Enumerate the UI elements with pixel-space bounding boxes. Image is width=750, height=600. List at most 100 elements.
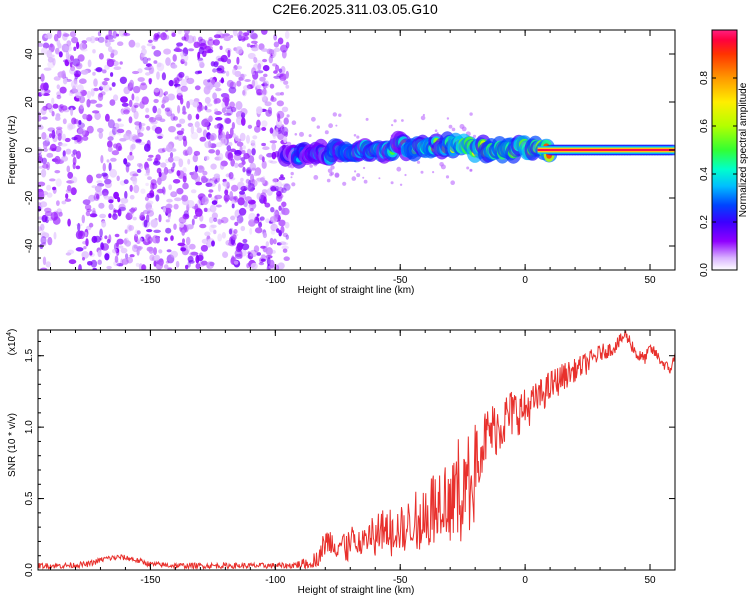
noise-blob bbox=[86, 174, 93, 184]
noise-blob bbox=[128, 225, 135, 231]
noise-blob bbox=[243, 84, 251, 91]
noise-blob bbox=[132, 173, 139, 177]
spectrogram-xlabel: Height of straight line (km) bbox=[298, 285, 415, 296]
noise-blob bbox=[176, 42, 184, 47]
snr-ylabel: SNR (10 * v/v) bbox=[7, 413, 18, 477]
noise-blob bbox=[195, 181, 203, 186]
noise-blob bbox=[38, 189, 44, 197]
noise-blob bbox=[116, 128, 125, 134]
noise-blob bbox=[75, 247, 84, 252]
noise-blob bbox=[236, 65, 243, 70]
noise-blob bbox=[86, 114, 93, 122]
noise-blob bbox=[261, 30, 268, 35]
noise-blob bbox=[136, 163, 143, 167]
noise-blob bbox=[131, 93, 135, 101]
spray-dot bbox=[461, 126, 467, 132]
noise-blob bbox=[204, 105, 208, 111]
noise-blob bbox=[54, 170, 61, 174]
noise-blob bbox=[253, 245, 260, 253]
noise-blob bbox=[234, 253, 243, 259]
noise-blob bbox=[104, 235, 108, 240]
noise-blob bbox=[49, 43, 53, 48]
noise-blob bbox=[283, 80, 289, 85]
signal-band-core bbox=[537, 148, 675, 152]
noise-blob bbox=[225, 240, 232, 246]
noise-blob bbox=[261, 94, 267, 101]
noise-blob bbox=[97, 259, 102, 265]
noise-blob bbox=[183, 210, 189, 218]
noise-blob bbox=[69, 31, 77, 38]
noise-blob bbox=[210, 197, 216, 201]
x-tick-label: -50 bbox=[393, 575, 408, 586]
noise-blob bbox=[116, 263, 124, 267]
noise-blob bbox=[222, 251, 229, 258]
noise-blob bbox=[188, 260, 195, 264]
noise-blob bbox=[265, 254, 273, 259]
noise-blob bbox=[48, 54, 55, 58]
noise-blob bbox=[230, 106, 237, 113]
noise-blob bbox=[54, 155, 61, 165]
noise-blob bbox=[99, 228, 103, 238]
noise-blob bbox=[67, 218, 71, 227]
noise-blob bbox=[144, 114, 150, 119]
noise-blob bbox=[57, 132, 62, 141]
noise-blob bbox=[204, 45, 212, 54]
noise-blob bbox=[165, 30, 169, 33]
noise-blob bbox=[245, 205, 253, 209]
noise-blob bbox=[165, 219, 170, 223]
noise-blob bbox=[71, 136, 78, 141]
noise-blob bbox=[66, 40, 72, 47]
noise-blob bbox=[41, 214, 48, 223]
noise-blob bbox=[263, 73, 268, 78]
noise-blob bbox=[40, 107, 47, 115]
noise-blob bbox=[277, 129, 282, 134]
noise-blob bbox=[141, 264, 147, 270]
noise-blob bbox=[173, 203, 179, 210]
spray-dot bbox=[311, 116, 316, 122]
noise-blob bbox=[65, 148, 72, 155]
noise-blob bbox=[147, 157, 153, 162]
noise-blob bbox=[177, 30, 182, 35]
noise-blob bbox=[78, 120, 82, 125]
noise-blob bbox=[243, 153, 250, 160]
noise-blob bbox=[221, 107, 227, 114]
noise-blob bbox=[147, 176, 152, 181]
noise-blob bbox=[82, 199, 91, 205]
noise-blob bbox=[155, 154, 161, 161]
noise-blob bbox=[222, 33, 230, 37]
noise-blob bbox=[95, 67, 103, 73]
spray-dot bbox=[390, 181, 394, 185]
noise-blob bbox=[206, 103, 213, 107]
noise-blob bbox=[100, 91, 106, 96]
noise-blob bbox=[276, 242, 282, 246]
x-tick-label: 0 bbox=[522, 575, 528, 586]
noise-blob bbox=[219, 45, 223, 50]
noise-blob bbox=[88, 194, 96, 202]
noise-blob bbox=[40, 73, 45, 82]
noise-blob bbox=[40, 223, 45, 231]
noise-blob bbox=[261, 96, 269, 103]
noise-blob bbox=[207, 134, 215, 141]
noise-blob bbox=[169, 152, 174, 159]
spray-dot bbox=[299, 131, 304, 137]
spray-dot bbox=[330, 171, 334, 176]
noise-blob bbox=[178, 216, 187, 224]
colorbar-tick-label: 0.4 bbox=[699, 167, 710, 181]
noise-blob bbox=[138, 163, 144, 170]
noise-blob bbox=[204, 231, 211, 237]
spray-dot bbox=[351, 176, 357, 181]
noise-blob bbox=[176, 130, 184, 136]
noise-blob bbox=[153, 229, 161, 233]
noise-blob bbox=[224, 189, 229, 196]
spectrogram-ticks: -150 -100 -50 0 50 -40 -20 0 20 40 bbox=[24, 29, 676, 286]
noise-blob bbox=[72, 149, 78, 155]
noise-blob bbox=[158, 249, 163, 254]
noise-blob bbox=[270, 207, 275, 213]
noise-blob bbox=[268, 159, 273, 163]
colorbar-ticks: 0.0 0.2 0.4 0.6 0.8 bbox=[699, 71, 737, 277]
noise-blob bbox=[72, 156, 77, 166]
x-tick-label: 0 bbox=[522, 275, 528, 286]
noise-blob bbox=[38, 181, 46, 187]
noise-blob bbox=[70, 80, 78, 89]
noise-blob bbox=[208, 115, 213, 123]
